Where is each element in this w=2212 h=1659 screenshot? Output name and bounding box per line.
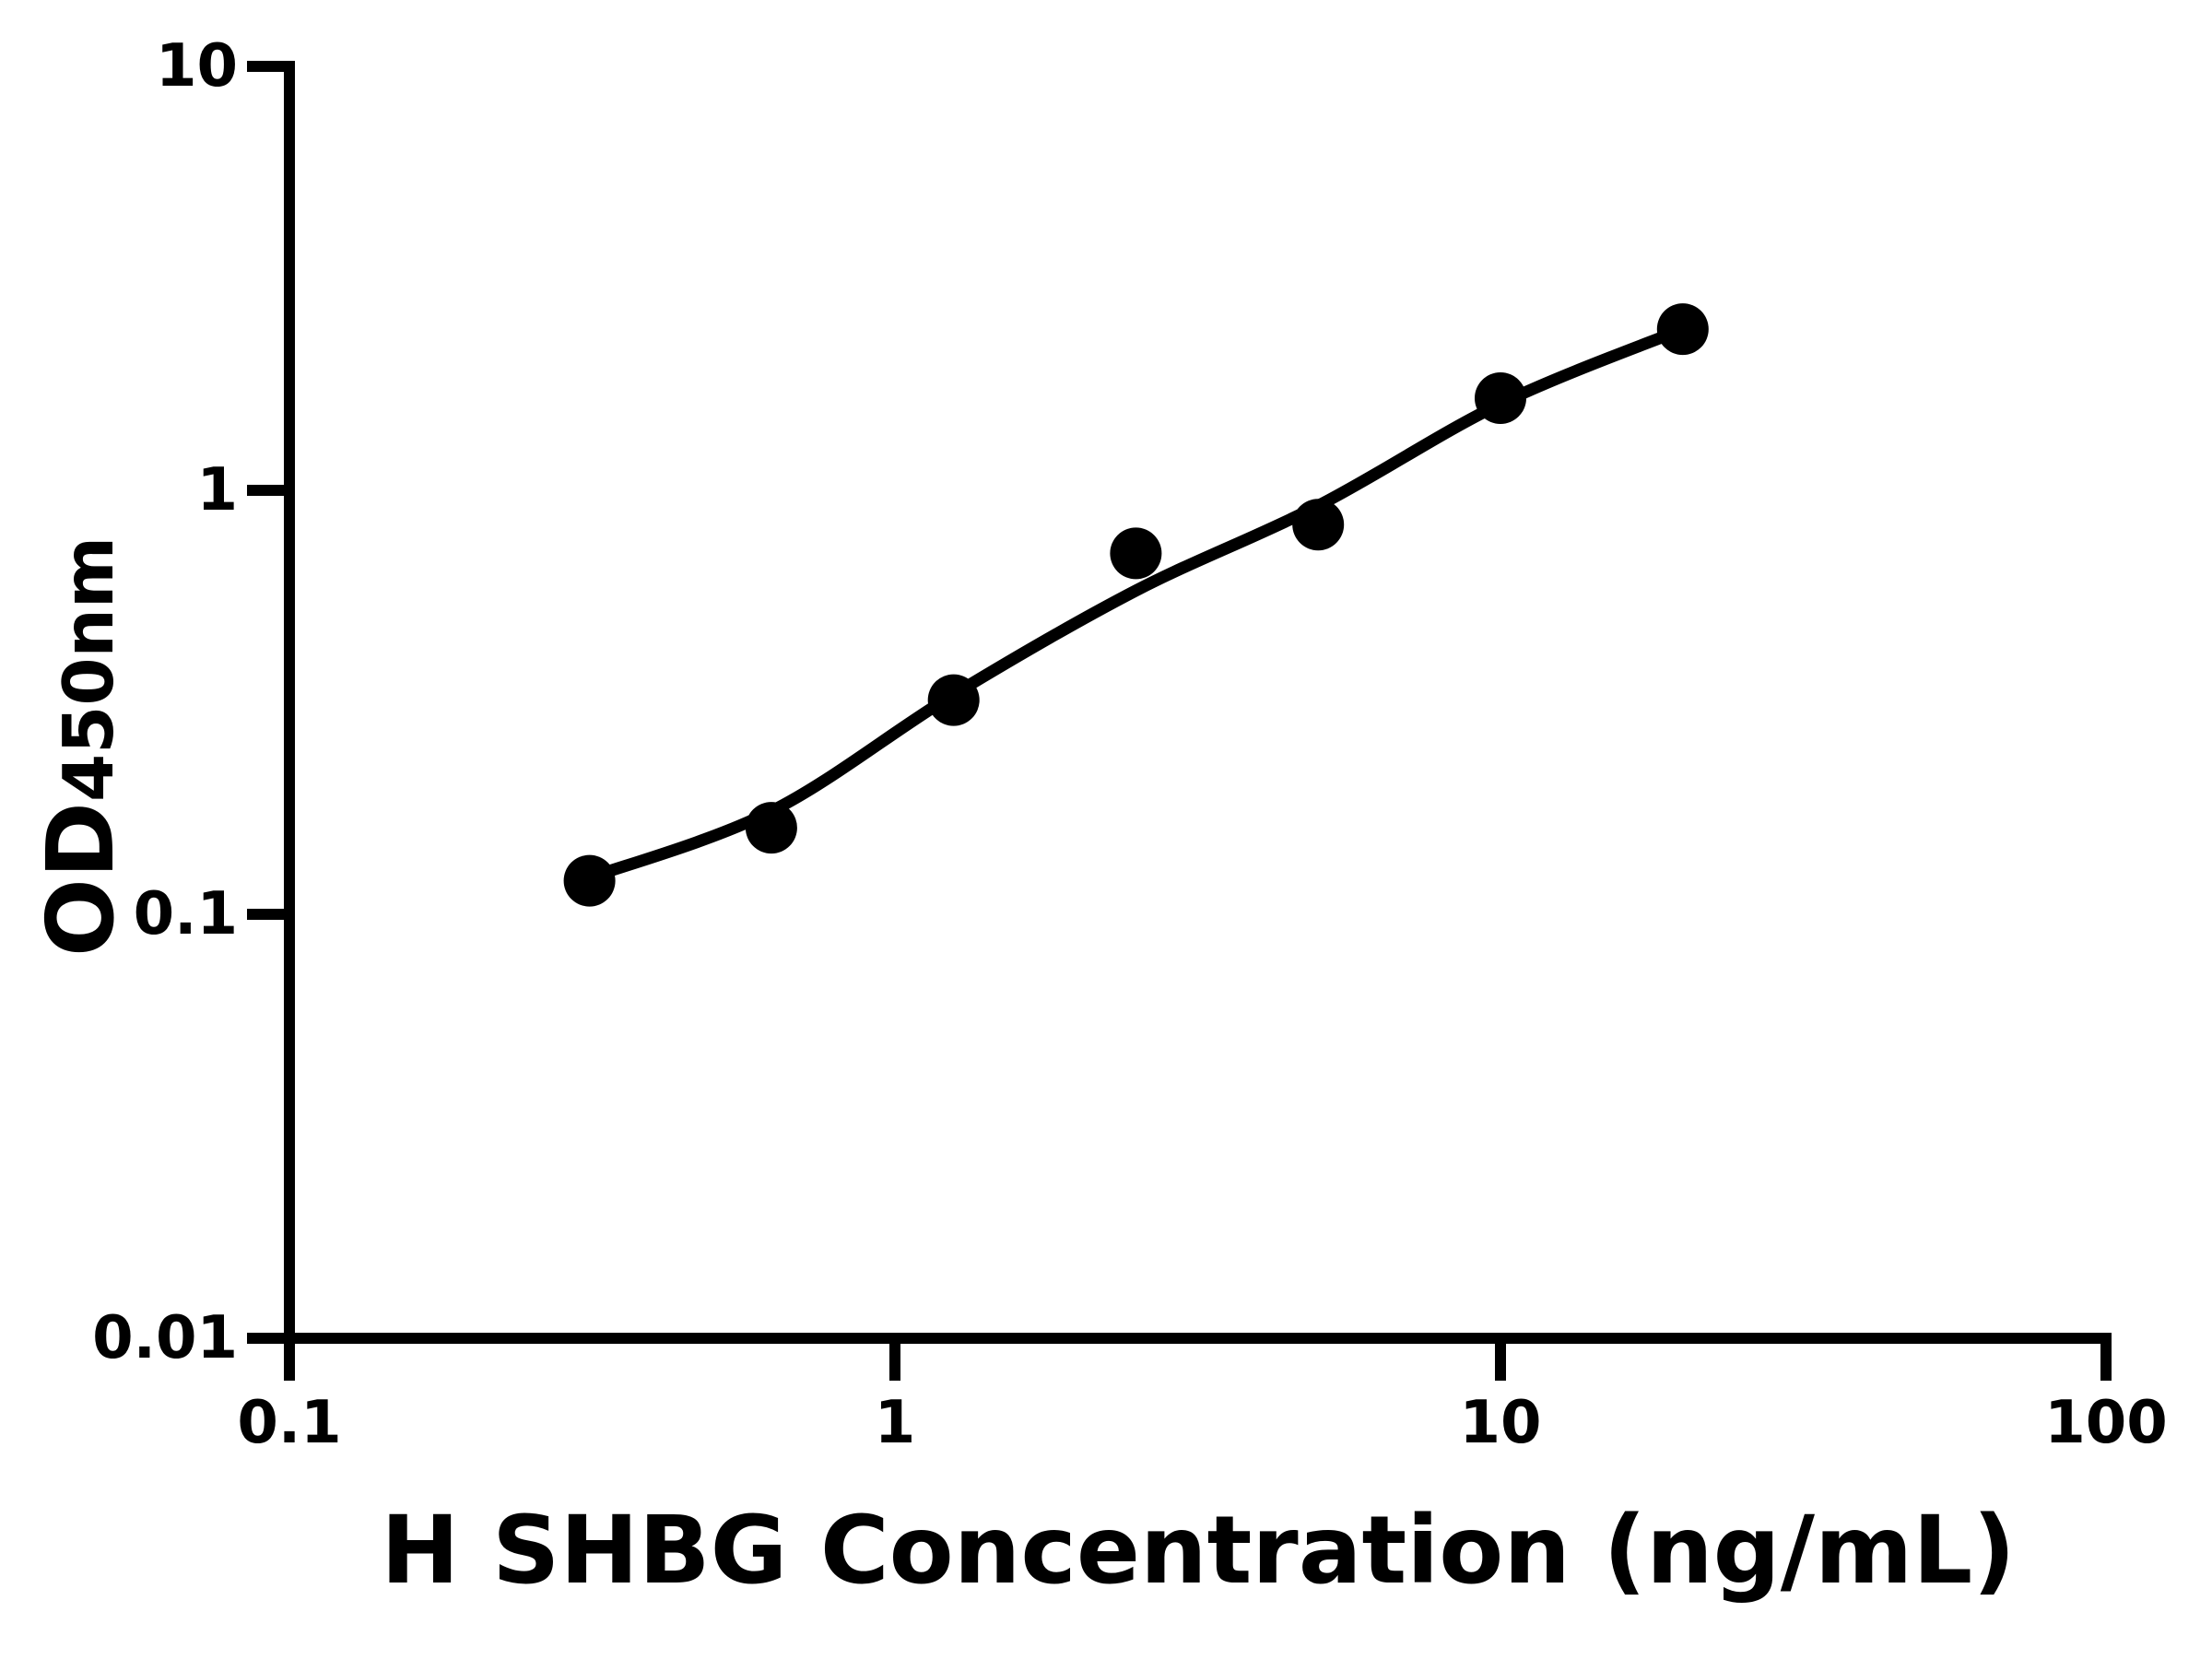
data-point — [1656, 303, 1709, 356]
y-tick-label: 10 — [155, 32, 238, 100]
y-tick-label: 0.01 — [92, 1304, 238, 1372]
data-point — [927, 674, 980, 726]
x-tick-label: 100 — [2044, 1389, 2168, 1457]
x-tick-label: 0.1 — [237, 1389, 342, 1457]
y-axis-title-subscript: 450nm — [48, 535, 129, 803]
y-axis-title-main: OD — [27, 802, 135, 958]
data-point — [1475, 372, 1526, 424]
y-axis-title: OD 450nm — [27, 535, 135, 958]
x-tick-label: 10 — [1459, 1389, 1542, 1457]
y-tick-label: 1 — [196, 456, 238, 524]
x-axis-title: H SHBG Concentration (ng/mL) — [381, 1496, 2016, 1606]
data-point — [1292, 499, 1345, 551]
data-point — [745, 802, 797, 854]
y-tick-label: 0.1 — [133, 880, 238, 948]
data-point — [1110, 527, 1162, 580]
data-point — [563, 854, 616, 907]
x-tick-label: 1 — [874, 1389, 916, 1457]
